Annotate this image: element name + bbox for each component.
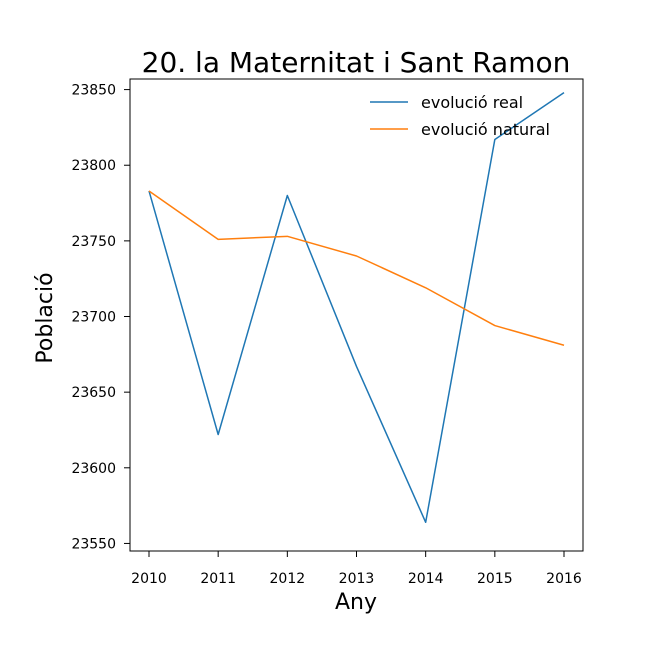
x-axis-label: Any [335, 590, 377, 615]
y-tick-label: 23650 [71, 385, 116, 401]
chart-title: 20. la Maternitat i Sant Ramon [142, 46, 571, 79]
x-tick-label: 2012 [270, 571, 306, 587]
y-tick-label: 23700 [71, 310, 116, 326]
y-tick-label: 23550 [71, 536, 116, 552]
y-axis-label: Població [33, 272, 58, 363]
legend: evolució real evolució natural [370, 93, 550, 139]
y-axis: 23550 23600 23650 23700 23750 23800 23850 [71, 83, 130, 552]
legend-label: evolució natural [421, 120, 550, 139]
x-tick-label: 2013 [339, 571, 375, 587]
legend-label: evolució real [421, 93, 523, 112]
x-tick-label: 2011 [200, 571, 236, 587]
x-tick-label: 2014 [408, 571, 444, 587]
x-tick-label: 2010 [131, 571, 167, 587]
y-tick-label: 23800 [71, 158, 116, 174]
y-tick-label: 23850 [71, 83, 116, 99]
x-axis: 2010 2011 2012 2013 2014 2015 2016 [131, 551, 582, 587]
series-line-real [148, 91, 565, 524]
y-tick-label: 23750 [71, 234, 116, 250]
series-lines [148, 91, 565, 524]
plot-area-frame [129, 78, 584, 552]
x-tick-label: 2015 [477, 571, 513, 587]
x-tick-label: 2016 [546, 571, 582, 587]
series-line-natural [148, 190, 565, 346]
y-tick-label: 23600 [71, 461, 116, 477]
